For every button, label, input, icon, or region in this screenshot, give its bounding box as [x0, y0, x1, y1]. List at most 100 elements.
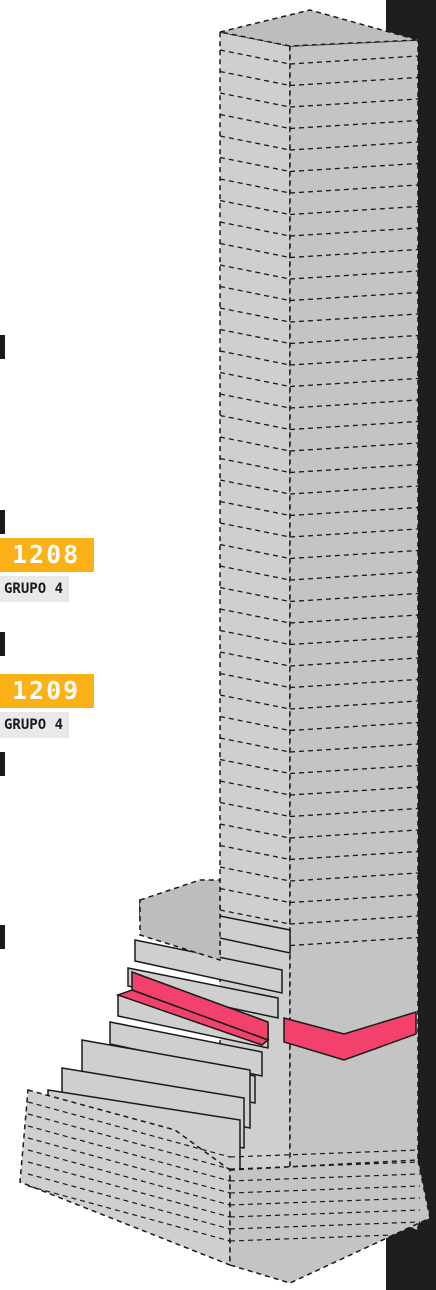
floor-line	[289, 786, 419, 796]
floor-line	[289, 334, 419, 345]
floor-line	[289, 291, 419, 302]
floor-line	[289, 528, 419, 538]
floor-line	[289, 592, 419, 603]
unit-tag-1208[interactable]: 1208 GRUPO 4	[0, 538, 94, 602]
floor-line	[219, 887, 291, 904]
floor-line	[289, 743, 419, 753]
floor-line	[219, 500, 291, 517]
floor-line	[219, 328, 291, 345]
floor-line	[289, 571, 419, 581]
floor-line	[219, 672, 291, 689]
floor-line	[219, 436, 291, 452]
base-block	[19, 1089, 431, 1284]
floor-line	[219, 135, 291, 151]
floor-line	[219, 457, 291, 474]
base-floor-line	[27, 1137, 231, 1194]
edge-marker	[0, 510, 5, 534]
floor-line	[219, 522, 291, 538]
floor-line	[219, 264, 291, 280]
floor-line	[219, 178, 291, 194]
podium-terrace	[109, 1021, 263, 1077]
podium-terrace	[127, 967, 279, 1019]
floor-line	[289, 700, 419, 710]
floor-line	[289, 872, 419, 882]
floor-line	[289, 184, 419, 194]
floor-line	[289, 227, 419, 237]
edge-marker	[0, 335, 5, 359]
floor-line	[289, 721, 419, 732]
base-floor-line	[229, 1233, 421, 1242]
highlighted-floor	[115, 970, 417, 1061]
base-floor-line	[229, 1149, 421, 1158]
floor-line	[289, 850, 419, 861]
floor-line	[289, 463, 419, 474]
floor-line	[289, 807, 419, 818]
base-floor-line	[229, 1209, 421, 1218]
tower-floor-lines	[219, 49, 419, 947]
floor-line	[289, 313, 419, 323]
floor-line	[219, 156, 291, 173]
floor-line	[289, 162, 419, 173]
floor-line	[289, 399, 419, 409]
base-floor-line	[27, 1101, 231, 1158]
base-floor-line	[27, 1185, 231, 1242]
base-floor-line	[27, 1125, 231, 1182]
floor-line	[219, 823, 291, 839]
floor-line	[219, 350, 291, 366]
unit-number: 1208	[0, 538, 94, 572]
floor-line	[219, 543, 291, 560]
floor-line	[289, 915, 419, 925]
floor-line	[289, 614, 419, 624]
floor-line	[289, 205, 419, 216]
floor-line	[219, 694, 291, 710]
base-floor-line	[229, 1185, 421, 1194]
floor-line	[219, 586, 291, 603]
floor-line	[289, 270, 419, 280]
floor-line	[219, 285, 291, 302]
floor-line	[289, 141, 419, 151]
floor-line	[219, 414, 291, 431]
floor-line	[219, 113, 291, 130]
highlight-floor-side	[283, 1010, 417, 1061]
podium-terrace	[134, 939, 283, 994]
floor-line	[219, 565, 291, 581]
edge-marker	[0, 752, 5, 776]
highlight-floor-top	[115, 989, 270, 1046]
floor-line	[219, 866, 291, 882]
floor-line	[219, 49, 291, 65]
floor-line	[219, 242, 291, 259]
floor-line	[219, 844, 291, 861]
floor-line	[289, 485, 419, 495]
floor-line	[219, 780, 291, 796]
floor-line	[289, 119, 419, 130]
floor-line	[219, 307, 291, 323]
floor-line	[289, 506, 419, 517]
floor-line	[289, 829, 419, 839]
floor-line	[219, 393, 291, 409]
floor-line	[219, 801, 291, 818]
floor-line	[219, 909, 291, 925]
floor-line	[289, 657, 419, 667]
floor-line	[219, 92, 291, 108]
unit-number: 1209	[0, 674, 94, 708]
floor-line	[289, 442, 419, 452]
floor-line	[289, 55, 419, 65]
edge-marker	[0, 632, 5, 656]
unit-group: GRUPO 4	[0, 712, 70, 738]
floor-line	[289, 76, 419, 87]
floor-line	[219, 651, 291, 667]
floor-line	[289, 678, 419, 689]
floor-line	[289, 764, 419, 775]
base-floor-line	[27, 1161, 231, 1218]
floor-line	[289, 98, 419, 108]
floor-line	[289, 248, 419, 259]
base-front-face	[19, 1089, 231, 1267]
floor-line	[289, 356, 419, 366]
floor-line	[219, 371, 291, 388]
floor-line	[289, 635, 419, 646]
edge-marker	[0, 925, 5, 949]
base-floor-line	[27, 1149, 231, 1206]
unit-tag-1209[interactable]: 1209 GRUPO 4	[0, 674, 94, 738]
tower-roof	[219, 9, 419, 47]
